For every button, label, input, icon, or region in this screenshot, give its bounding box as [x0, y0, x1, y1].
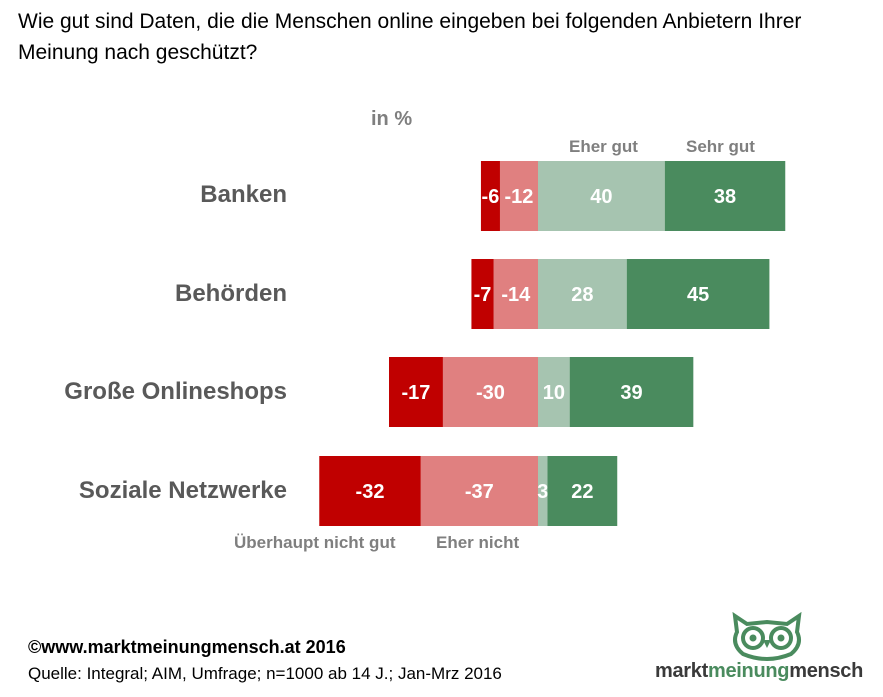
legend-sehr-gut: Sehr gut	[686, 137, 755, 156]
logo-text-meinung: meinung	[707, 660, 790, 682]
footer-copyright: ©www.marktmeinungmensch.at 2016	[28, 637, 346, 657]
legend-eher-gut: Eher gut	[569, 137, 638, 156]
bar-banken-ueberhaupt-nicht-gut-label: -6	[482, 186, 500, 208]
bar-grosse-onlineshops-eher-nicht	[442, 357, 538, 427]
category-label-soziale-netzwerke: Soziale Netzwerke	[78, 477, 287, 504]
bar-behoerden-ueberhaupt-nicht-gut	[471, 259, 494, 329]
bar-banken-sehr-gut	[664, 161, 786, 231]
bar-behoerden-eher-nicht-label: -14	[501, 284, 531, 306]
bar-soziale-netzwerke-eher-gut-label: 3	[537, 481, 548, 503]
bar-soziale-netzwerke-ueberhaupt-nicht-gut-label: -32	[356, 481, 385, 503]
bar-behoerden-sehr-gut	[626, 259, 770, 329]
bar-banken-eher-nicht-label: -12	[505, 186, 534, 208]
bar-soziale-netzwerke-sehr-gut	[547, 456, 618, 526]
bar-grosse-onlineshops-eher-gut-label: 10	[543, 382, 565, 404]
logo-text: marktmeinungmensch	[655, 660, 863, 683]
bar-banken-eher-gut	[538, 161, 665, 231]
bar-behoerden-sehr-gut-label: 45	[687, 284, 709, 306]
legend-ueberhaupt-nicht-gut: Überhaupt nicht gut	[234, 533, 396, 552]
bar-grosse-onlineshops-eher-gut	[538, 357, 570, 427]
bar-behoerden-eher-nicht	[493, 259, 538, 329]
bar-behoerden-eher-gut	[538, 259, 627, 329]
bar-grosse-onlineshops-sehr-gut	[569, 357, 694, 427]
logo-text-markt: markt	[655, 660, 708, 682]
logo-text-mensch: mensch	[789, 660, 864, 682]
bar-grosse-onlineshops-ueberhaupt-nicht-gut-label: -17	[402, 382, 431, 404]
brand-logo: marktmeinungmensch	[655, 610, 880, 690]
bar-banken-sehr-gut-label: 38	[714, 186, 736, 208]
bar-soziale-netzwerke-ueberhaupt-nicht-gut	[319, 456, 421, 526]
owl-icon	[732, 611, 802, 661]
legend-eher-nicht: Eher nicht	[436, 533, 520, 552]
unit-label: in %	[371, 108, 413, 130]
bar-grosse-onlineshops-eher-nicht-label: -30	[476, 382, 505, 404]
bar-soziale-netzwerke-sehr-gut-label: 22	[571, 481, 593, 503]
bar-banken-ueberhaupt-nicht-gut	[480, 161, 500, 231]
category-label-banken: Banken	[200, 181, 287, 208]
footer-source: Quelle: Integral; AIM, Umfrage; n=1000 a…	[28, 664, 502, 683]
category-label-behoerden: Behörden	[174, 280, 287, 307]
bar-banken-eher-gut-label: 40	[590, 186, 612, 208]
bar-soziale-netzwerke-eher-nicht	[420, 456, 538, 526]
bar-grosse-onlineshops-ueberhaupt-nicht-gut	[389, 357, 443, 427]
bar-behoerden-ueberhaupt-nicht-gut-label: -7	[474, 284, 492, 306]
category-label-onlineshops: Große Onlineshops	[64, 378, 287, 405]
bar-soziale-netzwerke-eher-nicht-label: -37	[465, 481, 494, 503]
bar-behoerden-eher-gut-label: 28	[571, 284, 593, 306]
bar-banken-eher-nicht	[499, 161, 538, 231]
bar-grosse-onlineshops-sehr-gut-label: 39	[620, 382, 642, 404]
bar-soziale-netzwerke-eher-gut	[538, 456, 548, 526]
chart-title: Wie gut sind Daten, die die Menschen onl…	[18, 10, 802, 64]
